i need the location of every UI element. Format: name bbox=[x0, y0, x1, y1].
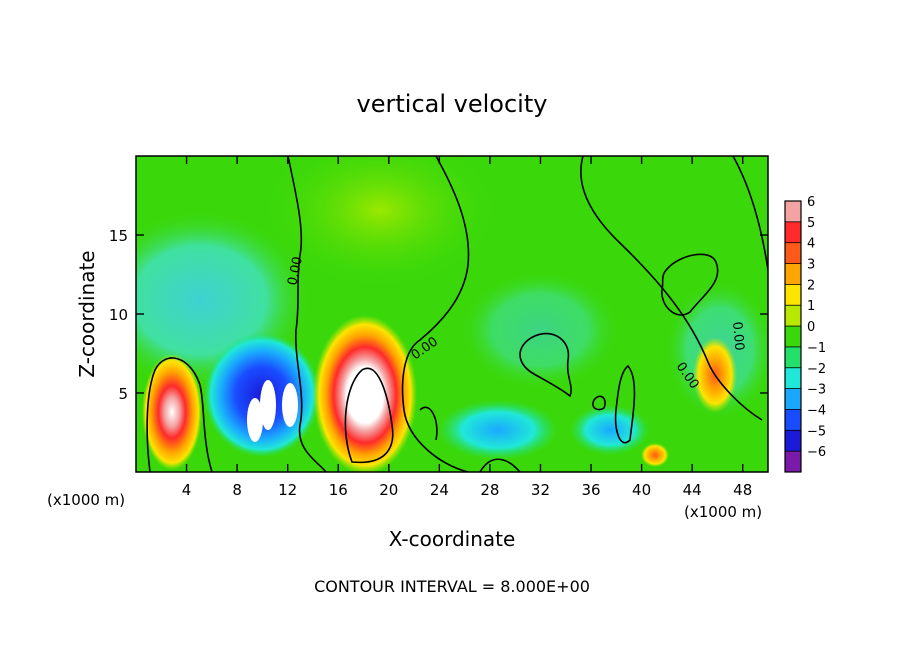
x-tick-label: 36 bbox=[581, 481, 600, 499]
contour-interval-footer: CONTOUR INTERVAL = 8.000E+00 bbox=[314, 577, 590, 596]
colorbar-swatch bbox=[785, 367, 801, 389]
colorbar-swatch bbox=[785, 201, 801, 222]
colorbar-label: 1 bbox=[807, 299, 815, 314]
x-tick-label: 48 bbox=[733, 481, 752, 499]
colorbar-label: −1 bbox=[807, 341, 826, 356]
x-tick-label: 40 bbox=[632, 481, 651, 499]
colorbar-swatch bbox=[785, 305, 801, 327]
cyan-region-mid bbox=[460, 270, 620, 390]
x-tick-label: 44 bbox=[683, 481, 702, 499]
y-axis-label: Z-coordinate bbox=[75, 250, 99, 377]
colorbar-label: 6 bbox=[807, 195, 815, 210]
y-tick-label: 10 bbox=[109, 306, 128, 324]
contour-lines bbox=[146, 156, 768, 472]
downdraft-mid bbox=[438, 400, 558, 460]
colorbar-label: −5 bbox=[807, 424, 826, 439]
colorbar-swatch bbox=[785, 388, 801, 410]
colorbar-label: 4 bbox=[807, 237, 815, 252]
colorbar-swatch bbox=[785, 263, 801, 285]
x-tick-label: 28 bbox=[480, 481, 499, 499]
colorbar-label: 2 bbox=[807, 278, 815, 293]
contour-label: 0.00 bbox=[729, 321, 746, 351]
colorbar-swatch bbox=[785, 284, 801, 306]
colorbar-swatch bbox=[785, 409, 801, 431]
white-core-2 bbox=[260, 380, 276, 430]
colorbar: 6 5 4 3 2 1 0 −1 −2 −3 −4 −5 −6 bbox=[784, 195, 826, 473]
updraft-west bbox=[142, 354, 202, 470]
x-unit-label-left: (x1000 m) bbox=[47, 491, 125, 509]
lime-region-upper bbox=[260, 156, 500, 290]
colorbar-swatch bbox=[785, 242, 801, 264]
x-axis: 4 8 12 16 20 24 28 32 36 40 44 48 bbox=[182, 156, 752, 499]
x-tick-label: 12 bbox=[278, 481, 297, 499]
updraft-small bbox=[641, 443, 669, 467]
chart-title: vertical velocity bbox=[357, 90, 548, 118]
x-tick-label: 8 bbox=[232, 481, 242, 499]
colorbar-label: −6 bbox=[807, 445, 826, 460]
x-tick-label: 32 bbox=[531, 481, 550, 499]
colorbar-swatch bbox=[785, 221, 801, 243]
colorbar-swatch bbox=[785, 326, 801, 347]
colorbar-swatch bbox=[785, 430, 801, 452]
y-tick-label: 15 bbox=[109, 227, 128, 245]
colorbar-label: 0 bbox=[807, 320, 815, 335]
x-axis-label: X-coordinate bbox=[389, 527, 516, 551]
colorbar-label: −4 bbox=[807, 403, 826, 418]
velocity-field: 0.00 0.00 0.00 0.00 bbox=[136, 156, 768, 472]
downdraft-east bbox=[570, 405, 650, 455]
white-core-3 bbox=[282, 383, 298, 427]
x-tick-label: 24 bbox=[430, 481, 449, 499]
white-core-1 bbox=[247, 398, 263, 442]
colorbar-label: 5 bbox=[807, 216, 815, 231]
updraft-main bbox=[313, 315, 417, 472]
x-unit-label-right: (x1000 m) bbox=[684, 503, 762, 521]
x-tick-label: 20 bbox=[379, 481, 398, 499]
colorbar-frame bbox=[784, 200, 802, 473]
y-axis: 5 10 15 bbox=[109, 227, 768, 403]
colorbar-label: −3 bbox=[807, 383, 826, 398]
colorbar-label: 3 bbox=[807, 258, 815, 273]
x-tick-label: 4 bbox=[182, 481, 192, 499]
colorbar-swatch bbox=[785, 451, 801, 472]
colorbar-swatch bbox=[785, 346, 801, 368]
y-tick-label: 5 bbox=[118, 385, 128, 403]
x-tick-label: 16 bbox=[329, 481, 348, 499]
contour-label: 0.00 bbox=[285, 255, 306, 286]
colorbar-label: −2 bbox=[807, 362, 826, 377]
